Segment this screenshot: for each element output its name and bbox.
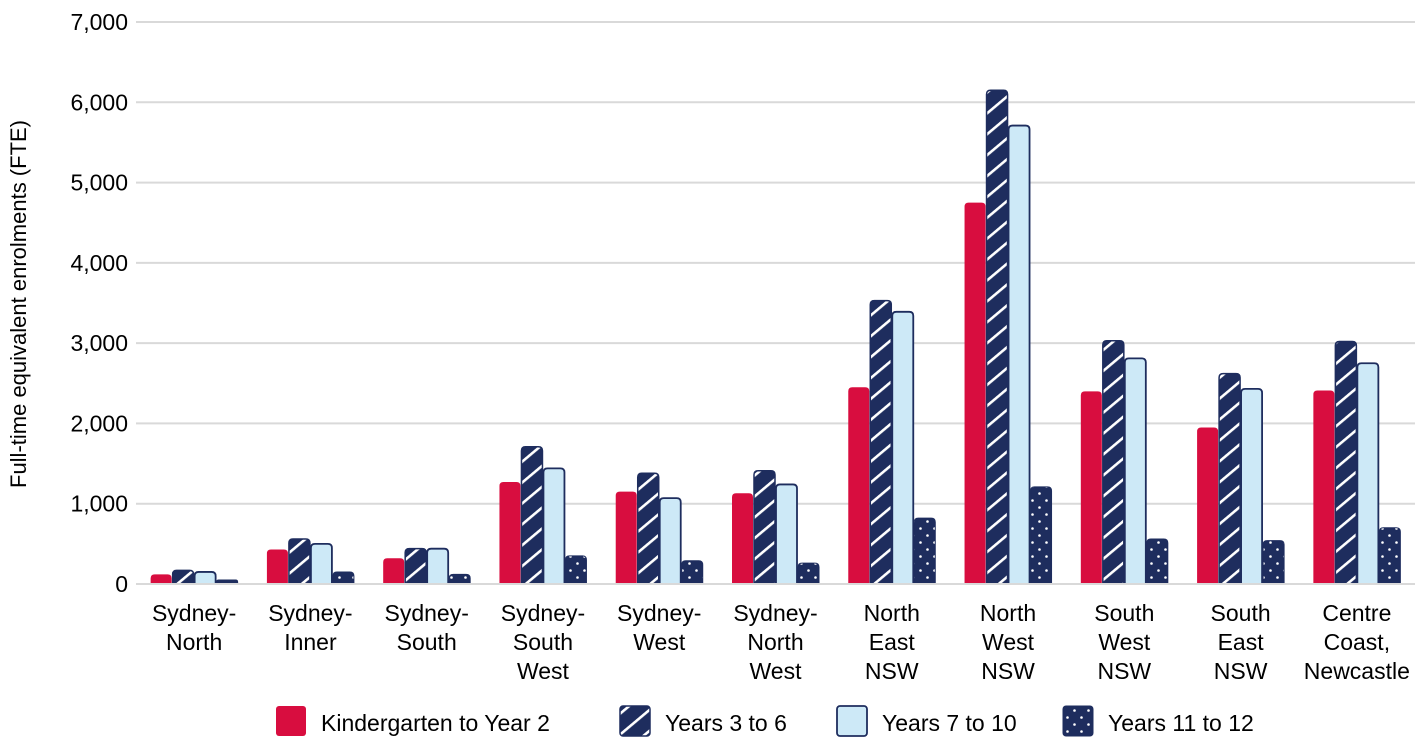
y-tick-label: 4,000 — [70, 250, 128, 276]
bar — [1146, 538, 1169, 585]
bar — [869, 299, 893, 585]
bar — [848, 387, 870, 584]
bar — [913, 517, 936, 585]
x-tick-label: Sydney-West — [617, 600, 701, 655]
gridlines — [136, 21, 1415, 585]
y-tick-label: 5,000 — [70, 170, 128, 196]
x-tick-label: Centre Coast, Newcastle — [1304, 600, 1410, 684]
bar — [1313, 390, 1335, 584]
bar — [1102, 339, 1125, 585]
bar — [1262, 540, 1285, 585]
bar — [216, 579, 239, 585]
bar — [332, 571, 355, 585]
bar — [448, 573, 471, 585]
x-tick-label: South West NSW — [1094, 600, 1154, 684]
legend-item: Years 7 to 10 — [836, 705, 1017, 737]
bar — [193, 571, 217, 585]
y-tick-label: 7,000 — [70, 9, 128, 35]
bar — [1240, 388, 1263, 585]
legend: Kindergarten to Year 2 Years 3 to 6 Years … — [276, 705, 1254, 737]
bar — [732, 493, 753, 584]
x-tick-label: South East NSW — [1211, 600, 1271, 684]
legend-item: Years 3 to 6 — [619, 705, 787, 737]
y-tick-label: 3,000 — [70, 330, 128, 356]
legend-item: Kindergarten to Year 2 — [276, 706, 550, 736]
bar — [985, 89, 1009, 585]
y-tick-label: 1,000 — [70, 491, 128, 517]
x-tick-label: Sydney-North — [152, 600, 236, 655]
bar — [964, 202, 986, 584]
x-tick-label: Sydney-South — [384, 600, 468, 655]
bar — [426, 547, 450, 585]
legend-swatch — [836, 705, 868, 737]
x-tick-label: North East NSW — [864, 600, 920, 684]
bar — [1007, 124, 1031, 585]
y-axis-label: Full-time equivalent enrolments (FTE) — [6, 120, 31, 488]
bar — [1080, 391, 1102, 584]
bar — [891, 310, 915, 585]
legend-label: Years 3 to 6 — [665, 710, 787, 736]
bar — [1197, 427, 1219, 584]
y-tick-label: 2,000 — [70, 410, 128, 436]
bar — [1334, 340, 1358, 585]
bar — [1030, 486, 1053, 585]
y-tick-label: 6,000 — [70, 89, 128, 115]
bar — [499, 482, 521, 584]
x-tick-label: North West NSW — [980, 600, 1036, 684]
bar — [404, 547, 427, 585]
x-tick-label: Sydney-South West — [501, 600, 585, 684]
legend-swatch — [276, 706, 306, 736]
bar — [797, 562, 820, 585]
bar — [383, 558, 405, 584]
y-axis-ticks: 0 1,000 2,000 3,000 4,000 5,000 6,000 7,000 — [70, 9, 128, 597]
bar — [171, 569, 195, 585]
bar — [542, 467, 566, 585]
bar — [615, 491, 637, 584]
bar — [310, 542, 333, 585]
bar — [681, 560, 704, 585]
bar — [288, 538, 311, 585]
legend-item: Years 11 to 12 — [1062, 705, 1254, 737]
legend-swatch — [619, 705, 651, 737]
bar-groups — [136, 89, 1415, 585]
legend-label: Kindergarten to Year 2 — [321, 710, 550, 736]
bar — [775, 483, 798, 585]
x-tick-label: Sydney-North West — [733, 600, 817, 684]
x-tick-label: Sydney-Inner — [268, 600, 352, 655]
bar — [1356, 362, 1380, 585]
legend-label: Years 11 to 12 — [1108, 710, 1254, 736]
bar — [564, 555, 587, 585]
y-tick-label: 0 — [115, 571, 128, 597]
bar — [636, 472, 660, 585]
bar — [1123, 357, 1147, 585]
bar — [658, 497, 682, 585]
bar — [520, 445, 544, 585]
bar — [1378, 527, 1401, 585]
bar — [753, 470, 776, 585]
bar — [150, 574, 172, 584]
x-axis-categories: Sydney-North Sydney-Inner Sydney-South Sydn… — [152, 600, 1410, 684]
bar — [266, 549, 288, 584]
legend-label: Years 7 to 10 — [882, 710, 1017, 736]
legend-swatch — [1062, 705, 1094, 737]
bar — [1218, 372, 1241, 585]
